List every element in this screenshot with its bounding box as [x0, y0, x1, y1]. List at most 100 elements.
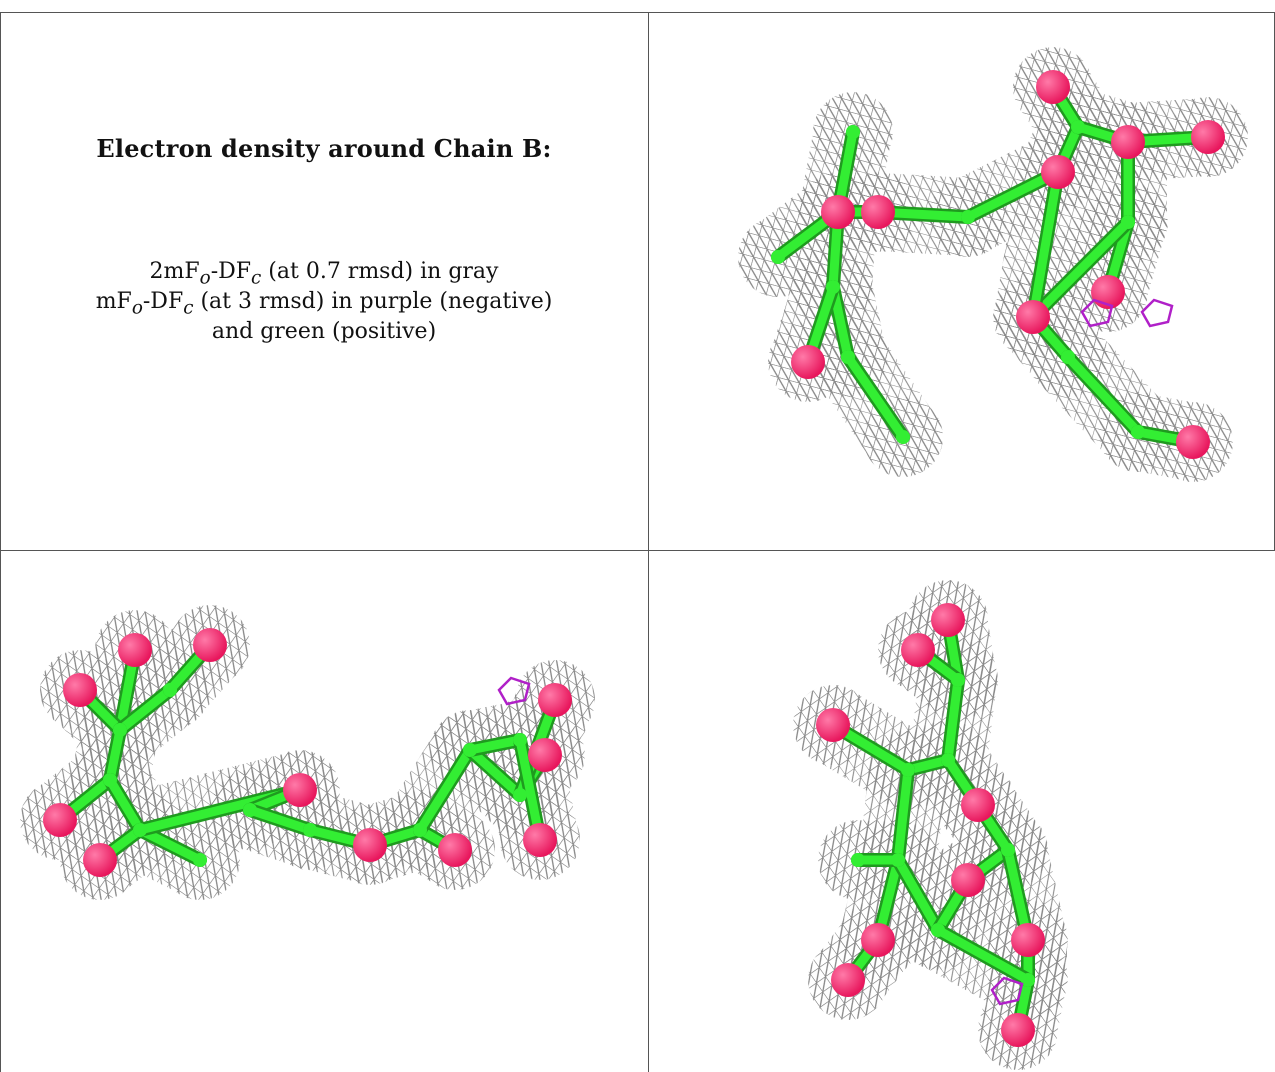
oxygen-atom [1041, 155, 1075, 189]
carbon-atom [243, 803, 257, 817]
oxygen-atom [1176, 425, 1210, 459]
oxygen-atom [283, 773, 317, 807]
oxygen-atoms [816, 603, 1045, 1047]
carbon-atom [103, 773, 117, 787]
oxygen-atom [901, 633, 935, 667]
legend-cell: Electron density around Chain B: 2mFo-DF… [0, 12, 648, 550]
carbon-atom [851, 853, 865, 867]
negative-density-blob [497, 676, 531, 706]
carbon-atom [771, 250, 785, 264]
bond-stick [105, 775, 145, 835]
frame-top [0, 12, 1275, 13]
carbon-atom [846, 125, 860, 139]
oxygen-atoms [43, 628, 572, 877]
sub-o: o [131, 297, 143, 319]
oxygen-atom [523, 823, 557, 857]
bond-stick [465, 745, 525, 800]
carbon-atom [303, 823, 317, 837]
carbon-atom [1131, 425, 1145, 439]
bond-stick [1028, 167, 1063, 322]
negative-density [1080, 298, 1174, 328]
carbon-atom [961, 210, 975, 224]
carbon-atom [513, 788, 527, 802]
oxygen-atom [1016, 300, 1050, 334]
oxygen-atom [528, 738, 562, 772]
carbon-atom [1061, 350, 1075, 364]
oxygen-atom [1001, 1013, 1035, 1047]
bond-stick [943, 675, 963, 765]
oxygen-atom [438, 833, 472, 867]
sub-c: c [183, 297, 194, 319]
oxygen-atom [951, 863, 985, 897]
bond-stick [415, 745, 475, 835]
oxygen-atom [1091, 275, 1125, 309]
sub-c: c [251, 267, 262, 289]
oxygen-atom [118, 633, 152, 667]
oxygen-atom [861, 923, 895, 957]
bond-stick [1063, 352, 1143, 437]
carbon-atom [1001, 843, 1015, 857]
legend-line-positive: and green (positive) [211, 319, 437, 344]
negative-density [990, 976, 1024, 1006]
term-df: -DF [142, 289, 184, 314]
carbon-atoms [851, 673, 1035, 987]
legend-line-2fo-fc-text: (at 0.7 rmsd) in gray [261, 259, 499, 284]
carbon-atom [951, 673, 965, 687]
oxygen-atom [83, 843, 117, 877]
oxygen-atoms [791, 70, 1225, 459]
negative-density-blob [990, 976, 1024, 1006]
carbon-atom [163, 683, 177, 697]
carbon-atom [193, 853, 207, 867]
oxygen-atom [931, 603, 965, 637]
negative-density-blob [1140, 298, 1174, 328]
carbon-atom [513, 733, 527, 747]
oxygen-atom [816, 708, 850, 742]
sub-o: o [199, 267, 211, 289]
bond-stick [245, 805, 315, 835]
negative-density-blob [1080, 298, 1114, 328]
oxygen-atom [1191, 120, 1225, 154]
bond-stick [105, 725, 125, 785]
carbon-atom [841, 350, 855, 364]
legend-line-2fo-fc: 2mFo-DFc (at 0.7 rmsd) in gray [0, 257, 648, 293]
density-mesh [738, 47, 1248, 482]
density-panel-1 [648, 12, 1275, 550]
oxygen-atom [1111, 125, 1145, 159]
oxygen-atom [861, 195, 895, 229]
oxygen-atom [353, 828, 387, 862]
mesh-envelope [738, 47, 1248, 482]
bond-stick [135, 825, 205, 865]
carbon-atom [463, 743, 477, 757]
carbon-atom [1021, 973, 1035, 987]
molecule-view-2 [20, 605, 595, 900]
term-2mf: 2mF [149, 259, 200, 284]
molecule-view-1 [738, 47, 1248, 482]
bond-stick [115, 685, 175, 735]
oxygen-atom [1011, 923, 1045, 957]
legend-title: Electron density around Chain B: [96, 134, 552, 163]
term-df: -DF [210, 259, 252, 284]
carbon-atom [941, 753, 955, 767]
molecule-view-3 [793, 580, 1068, 1070]
frame-divider [0, 550, 1275, 551]
carbon-atom [133, 823, 147, 837]
density-panel-3 [648, 550, 1275, 1072]
bond-stick [1028, 217, 1133, 322]
legend-line-fo-fc-text: (at 3 rmsd) in purple (negative) [193, 289, 553, 314]
oxygen-atom [1036, 70, 1070, 104]
oxygen-atom [538, 683, 572, 717]
carbon-atom [901, 763, 915, 777]
carbon-atom [896, 430, 910, 444]
oxygen-atom [63, 673, 97, 707]
oxygen-atom [43, 803, 77, 837]
bond-stick [893, 855, 943, 935]
legend-line-fo-fc: mFo-DFc (at 3 rmsd) in purple (negative) [0, 287, 648, 323]
frame-left [0, 12, 1, 1072]
carbon-atom [413, 823, 427, 837]
carbon-atoms [103, 683, 527, 867]
oxygen-atom [791, 345, 825, 379]
carbon-atom [1121, 215, 1135, 229]
oxygen-atom [961, 788, 995, 822]
bond-stick [465, 735, 525, 755]
